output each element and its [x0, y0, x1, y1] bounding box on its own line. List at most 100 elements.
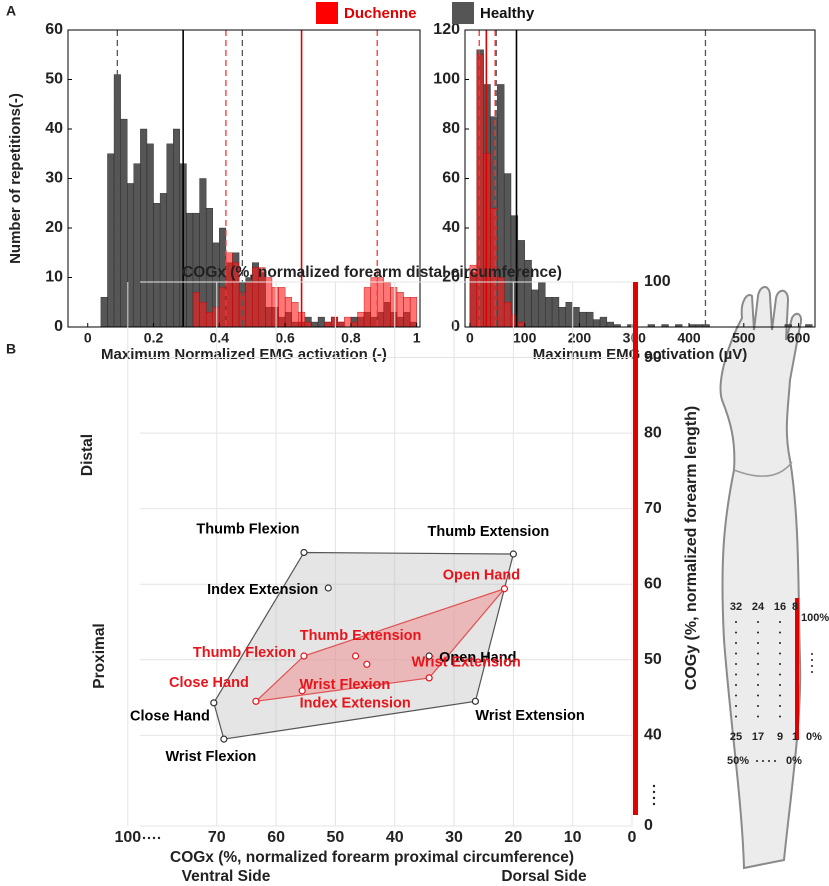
histogram-bar: [205, 311, 213, 328]
electrode-dot: [735, 715, 737, 718]
electrode-dot: [757, 642, 759, 644]
histogram-bar: [383, 282, 391, 328]
y-tick-label: 90: [644, 349, 662, 366]
histogram-bar: [476, 54, 484, 328]
y-tick-label: 100: [433, 71, 460, 88]
electrode-dot: [735, 694, 737, 697]
cog-point: [425, 674, 433, 682]
y-break-dot: [652, 802, 656, 806]
histogram-bar: [324, 321, 332, 328]
histogram-bar: [517, 321, 525, 328]
electrode-dot: [735, 673, 737, 676]
x-tick-label: 100: [513, 330, 537, 346]
x-axis-title: COGx (%, normalized forearm proximal cir…: [170, 849, 574, 866]
y-tick-label: 60: [442, 170, 460, 187]
histogram-bar: [173, 128, 181, 328]
y-tick-label: 80: [644, 424, 662, 441]
x-break-dot: [147, 836, 151, 840]
electrode-dot: [779, 715, 781, 718]
side-annotation: Ventral Side: [182, 868, 271, 885]
grid-dot: [811, 659, 813, 661]
y-tick-label: 50: [45, 71, 63, 88]
electrode-dot: [735, 631, 737, 634]
histogram-bar: [350, 321, 358, 328]
histogram-bar: [265, 277, 273, 328]
point-label: Wrist Extension: [411, 655, 520, 671]
x-tick-label: 0: [84, 330, 92, 346]
y-tick-label: 80: [442, 120, 460, 137]
cog-point: [509, 550, 517, 558]
x-break-dot: [152, 836, 156, 840]
histogram-bar: [100, 297, 108, 328]
histogram-bar: [304, 321, 312, 328]
electrode-number: 8: [792, 601, 798, 613]
histogram-bar: [551, 297, 560, 328]
cog-point: [210, 699, 218, 707]
forearm-outline: [719, 286, 802, 870]
y-tick-label: 0: [54, 318, 63, 335]
histogram-bar: [517, 240, 525, 328]
cog-point: [252, 697, 260, 705]
x-tick-label: 1: [413, 330, 421, 346]
histogram-bar: [284, 297, 292, 328]
histogram-bar: [107, 153, 115, 328]
histogram-bar: [311, 321, 319, 328]
grid-label: 100%: [801, 612, 829, 624]
histogram-bar: [330, 316, 338, 328]
panel-label: A: [6, 3, 16, 19]
electrode-dot: [757, 652, 759, 655]
histogram-bar: [538, 282, 546, 328]
electrode-number: 32: [730, 601, 742, 613]
y-break-dot: [652, 796, 656, 800]
hull-area: [213, 551, 515, 740]
histogram-bar: [497, 277, 505, 328]
forearm-drawing: [719, 286, 802, 870]
y-tick-label: 20: [442, 269, 460, 286]
histogram-bar: [317, 316, 325, 328]
electrode-dot: [779, 684, 781, 686]
histogram-bar: [363, 287, 371, 328]
point-label: Index Extension: [207, 582, 318, 598]
grid-label: 0%: [806, 731, 822, 743]
grid-dot: [811, 671, 813, 673]
electrode-dot: [757, 715, 759, 718]
grid-label: 50%: [727, 755, 749, 767]
electrode-dot: [779, 621, 781, 623]
y-tick-label: 30: [45, 170, 63, 187]
grid-dot: [774, 760, 776, 762]
histogram-bar: [572, 307, 580, 328]
histogram-bar: [192, 292, 200, 328]
electrode-dot: [757, 621, 759, 623]
point-label: Thumb Extension: [300, 628, 422, 644]
electrode-dot: [735, 652, 737, 655]
grid-dot: [756, 760, 758, 762]
electrode-dot: [735, 684, 737, 686]
histogram-bar: [377, 277, 385, 328]
x-tick-label: 400: [677, 330, 701, 346]
histogram-bar: [606, 321, 614, 328]
histogram-bar: [370, 277, 378, 328]
y-axis-title: COGy (%, normalized forearm length): [683, 406, 700, 690]
grid-dot: [768, 760, 770, 762]
histogram-bar: [199, 302, 207, 328]
point-label: Thumb Flexion: [193, 645, 296, 661]
point-label: Open Hand: [439, 650, 516, 666]
cog-point: [324, 584, 332, 592]
point-label: Index Extension: [300, 696, 411, 712]
histogram-bar: [271, 287, 279, 328]
electrode-dot: [779, 631, 781, 634]
electrode-dot: [757, 631, 759, 634]
x-tick-label: 200: [568, 330, 592, 346]
point-label: Open Hand: [443, 568, 520, 584]
x-tick-label: 500: [732, 330, 756, 346]
x-tick-label: 40: [386, 829, 404, 846]
electrode-number: 24: [752, 601, 765, 613]
y-tick-label: 70: [644, 500, 662, 517]
cogy-bar: [633, 282, 638, 815]
y-tick-label: 100: [644, 273, 671, 290]
x-axis-title: Maximum Normalized EMG activation (-): [101, 346, 387, 363]
histogram-bar: [146, 143, 154, 328]
y-tick-label: 20: [45, 219, 63, 236]
electrode-number: 9: [777, 731, 783, 743]
cog-point: [298, 687, 306, 695]
